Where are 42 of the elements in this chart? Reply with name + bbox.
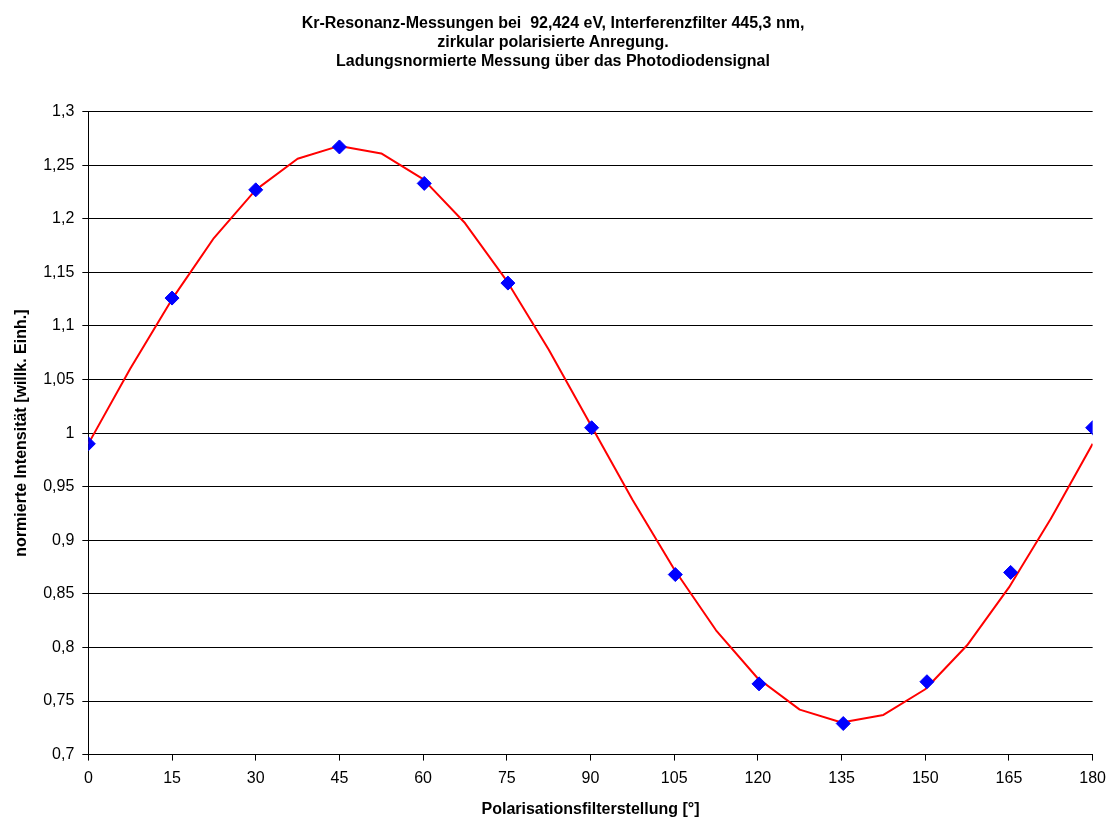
x-tick-label: 45	[330, 768, 349, 786]
x-tick-label: 180	[1079, 768, 1107, 786]
point	[331, 139, 347, 155]
x-tick-label: 60	[414, 768, 433, 786]
point	[584, 420, 600, 436]
x-tick-label: 30	[246, 768, 265, 786]
point	[1003, 564, 1019, 580]
x-tick-label: 75	[497, 768, 516, 786]
y-tick-label: 1,2	[52, 209, 75, 227]
x-tick-label: 120	[744, 768, 772, 786]
text: zirkular polarisierte Anregung.	[437, 33, 669, 51]
x-tick-label: 90	[581, 768, 600, 786]
y-tick-label: 0,8	[52, 637, 75, 655]
y-axis-title: normierte Intensität [willk. Einh.]	[12, 309, 30, 557]
point	[248, 182, 264, 198]
y-tick-label: 1	[65, 423, 75, 441]
x-axis-title: Polarisationsfilterstellung [°]	[481, 799, 700, 817]
x-tick-label: 0	[83, 768, 93, 786]
y-tick-label: 1,1	[52, 316, 75, 334]
point	[919, 674, 935, 690]
y-tick-label: 0,85	[43, 584, 75, 602]
y-tick-label: 0,95	[43, 477, 75, 495]
y-tick-label: 1,05	[43, 369, 75, 387]
point	[416, 175, 432, 191]
x-tick-label: 150	[911, 768, 939, 786]
y-tick-label: 1,3	[52, 102, 75, 120]
x-tick-label: 165	[995, 768, 1023, 786]
y-tick-label: 0,9	[52, 530, 75, 548]
y-tick-label: 0,75	[43, 691, 75, 709]
point	[751, 676, 767, 692]
y-tick-label: 1,15	[43, 262, 75, 280]
y-tick-label: 1,25	[43, 155, 75, 173]
point	[667, 567, 683, 583]
x-tick-label: 135	[828, 768, 856, 786]
x-tick-label: 105	[660, 768, 688, 786]
point	[835, 716, 851, 732]
text: Kr-Resonanz-Messungen bei 92,424 eV, Interferenzfilter 445,3 nm,	[301, 14, 805, 32]
x-tick-label: 15	[163, 768, 182, 786]
point	[164, 290, 180, 306]
text: Ladungsnormierte Messung über das Photodiodensignal	[336, 52, 770, 70]
point	[500, 275, 516, 291]
y-tick-label: 0,7	[52, 745, 75, 763]
